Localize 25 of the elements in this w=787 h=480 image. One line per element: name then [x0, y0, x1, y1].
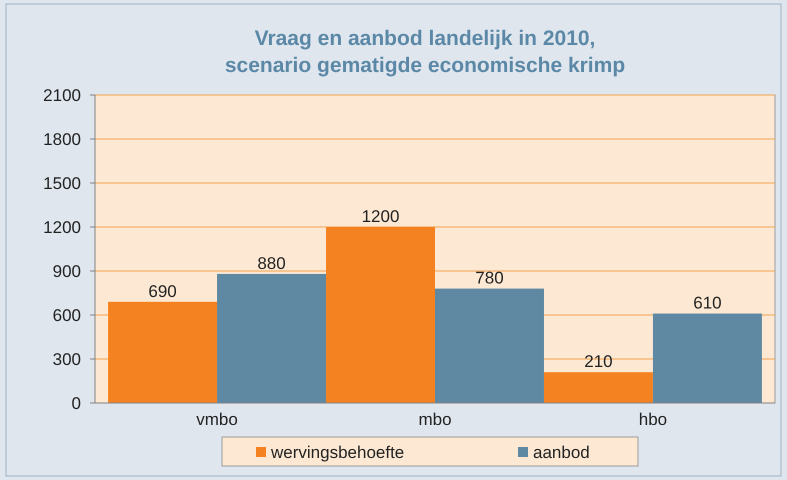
y-tick-label: 1800: [43, 130, 81, 149]
bar: [544, 372, 653, 403]
x-tick-label: vmbo: [196, 410, 238, 429]
bar: [435, 288, 544, 403]
x-tick-label: hbo: [638, 410, 668, 429]
data-label: 1200: [362, 207, 400, 226]
bar: [217, 274, 326, 403]
data-label: 780: [475, 268, 504, 288]
y-tick-label: 300: [52, 350, 81, 369]
bar: [326, 227, 435, 403]
y-tick-label: 0: [72, 394, 81, 413]
y-tick-label: 2100: [43, 86, 81, 105]
legend-label: wervingsbehoefte: [270, 442, 404, 462]
y-tick-label: 600: [52, 306, 81, 325]
chart-title: Vraag en aanbod landelijk in 2010, scenario gematigde economische krimp: [224, 27, 626, 77]
y-tick-label: 1500: [43, 174, 81, 193]
bar: [652, 314, 762, 403]
data-label: 880: [257, 254, 286, 273]
legend-label: aanbod: [533, 442, 590, 462]
bar: [108, 302, 218, 403]
data-label: 610: [693, 294, 722, 313]
data-label: 690: [148, 282, 177, 301]
y-tick-label: 1200: [43, 218, 81, 237]
y-tick-label: 900: [52, 262, 81, 281]
x-tick-label: mbo: [418, 410, 452, 429]
